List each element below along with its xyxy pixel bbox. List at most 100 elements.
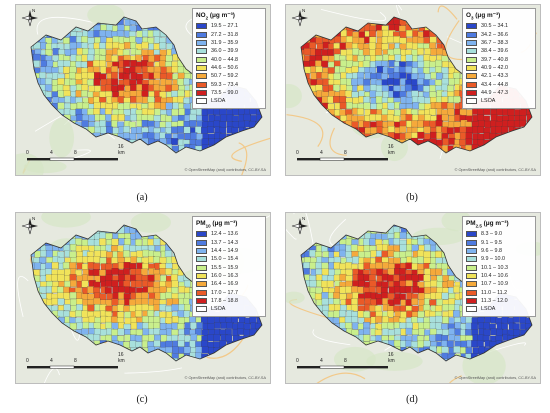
legend-item: 10.1 – 10.3: [466, 263, 532, 271]
legend-label: 44.9 – 47.3: [481, 89, 508, 96]
legend-swatch: [466, 297, 477, 304]
legend-swatch: [196, 23, 207, 30]
map-panel-c: N PM10 (μg m⁻³) 12.4 – 13.6 13.7 – 14.3 14.…: [15, 212, 271, 384]
legend-title: O3 (μg m⁻³): [466, 12, 501, 21]
legend-swatch: [196, 73, 207, 80]
legend-swatch: [466, 64, 477, 71]
legend-item: 44.9 – 47.3: [466, 89, 532, 97]
legend-item-lsoa: LSOA: [196, 305, 262, 313]
legend-swatch: [196, 231, 207, 238]
scale-tick-label: 16 km: [388, 144, 395, 156]
legend-item: 34.2 – 36.6: [466, 31, 532, 39]
legend-swatch: [196, 98, 207, 105]
legend-label: 16.4 – 16.9: [211, 281, 238, 288]
legend-item: 30.5 – 34.1: [466, 22, 532, 30]
legend-item: 15.5 – 15.9: [196, 263, 262, 271]
legend-label: 36.0 – 39.9: [211, 48, 238, 55]
legend-swatch: [196, 48, 207, 55]
legend-item: 40.0 – 44.8: [196, 55, 262, 63]
legend-label: 15.5 – 15.9: [211, 264, 238, 271]
legend-swatch: [466, 272, 477, 279]
legend-label: 11.0 – 11.2: [481, 289, 508, 296]
legend-title: NO2 (μg m⁻³): [196, 12, 235, 21]
legend-label: 8.3 – 9.0: [481, 231, 502, 238]
legend-swatch: [466, 56, 477, 63]
scale-tick-label: 4: [50, 358, 53, 364]
legend-item: 11.3 – 12.0: [466, 297, 532, 305]
north-label: N: [302, 8, 306, 13]
legend-swatch: [196, 306, 207, 313]
legend-swatch: [196, 272, 207, 279]
scale-tick-label: 8: [74, 150, 77, 156]
legend-label: 42.1 – 43.3: [481, 73, 508, 80]
legend-swatch: [466, 48, 477, 55]
copyright-a: © OpenStreetMap (and) contributors, CC-B…: [184, 168, 266, 172]
legend-label: 15.0 – 15.4: [211, 256, 238, 263]
legend-label: 38.4 – 39.6: [481, 48, 508, 55]
legend-swatch: [196, 281, 207, 288]
legend-swatch: [466, 40, 477, 47]
legend-label: 31.9 – 35.9: [211, 40, 238, 47]
legend-swatch: [466, 281, 477, 288]
north-arrow-graphic: [21, 10, 38, 27]
legend-swatch: [196, 89, 207, 96]
north-arrow-graphic: [291, 218, 308, 235]
legend-swatch: [466, 239, 477, 246]
legend-swatch: [196, 64, 207, 71]
legend-swatch: [466, 248, 477, 255]
legend-item: 11.0 – 11.2: [466, 288, 532, 296]
legend-swatch: [466, 264, 477, 271]
legend-label: 10.7 – 10.9: [481, 281, 508, 288]
scale-bar-b: 0 4 8 16 km: [296, 144, 395, 162]
scale-tick-label: 4: [320, 358, 323, 364]
legend-item: 73.5 – 99.0: [196, 89, 262, 97]
legend-swatch: [196, 297, 207, 304]
legend-swatch: [466, 23, 477, 30]
scale-bar-graphic: [297, 365, 388, 369]
caption-d: (d): [406, 394, 418, 405]
legend-swatch: [196, 31, 207, 38]
scale-tick-label: 4: [50, 150, 53, 156]
legend-label: 34.2 – 36.6: [481, 31, 508, 38]
legend-label: 10.1 – 10.3: [481, 264, 508, 271]
scale-bar-graphic: [297, 157, 388, 161]
legend-item: 38.4 – 39.6: [466, 47, 532, 55]
map-panel-b: N O3 (μg m⁻³) 30.5 – 34.1 34.2 – 36.6 36.7 …: [285, 4, 541, 176]
legend-label: 12.4 – 13.6: [211, 231, 238, 238]
legend-label: 40.9 – 42.0: [481, 64, 508, 71]
legend-swatch: [466, 289, 477, 296]
legend-label: 43.4 – 44.8: [481, 81, 508, 88]
scale-tick-label: 4: [320, 150, 323, 156]
legend-item: 10.7 – 10.9: [466, 280, 532, 288]
legend-label: 9.6 – 9.8: [481, 248, 502, 255]
legend-a: NO2 (μg m⁻³) 19.5 – 27.1 27.2 – 31.8 31.9 –…: [192, 8, 266, 110]
legend-item: 9.9 – 10.0: [466, 255, 532, 263]
legend-swatch: [466, 306, 477, 313]
legend-swatch: [196, 40, 207, 47]
legend-item: 13.7 – 14.3: [196, 239, 262, 247]
legend-swatch: [466, 89, 477, 96]
scale-tick-label: 16 km: [388, 352, 395, 364]
legend-swatch: [466, 73, 477, 80]
legend-item: 44.6 – 50.6: [196, 64, 262, 72]
north-label: N: [32, 216, 36, 221]
legend-item-lsoa: LSOA: [466, 97, 532, 105]
north-arrow-icon: N: [21, 216, 39, 235]
legend-item: 8.3 – 9.0: [466, 230, 532, 238]
scale-bar-c: 0 4 8 16 km: [26, 352, 125, 370]
legend-item: 36.7 – 38.3: [466, 39, 532, 47]
legend-swatch: [466, 231, 477, 238]
caption-a: (a): [136, 192, 148, 203]
scale-tick-label: 0: [296, 150, 299, 156]
legend-label: 17.8 – 18.8: [211, 297, 238, 304]
legend-label: LSOA: [211, 98, 226, 105]
legend-item: 15.0 – 15.4: [196, 255, 262, 263]
legend-item-lsoa: LSOA: [196, 97, 262, 105]
legend-label: 44.6 – 50.6: [211, 64, 238, 71]
legend-item: 16.4 – 16.9: [196, 280, 262, 288]
scale-tick-label: 8: [344, 358, 347, 364]
scale-bar-d: 0 4 8 16 km: [296, 352, 395, 370]
legend-item: 50.7 – 59.2: [196, 72, 262, 80]
legend-label: 59.3 – 73.4: [211, 81, 238, 88]
scale-bar-graphic: [27, 365, 118, 369]
